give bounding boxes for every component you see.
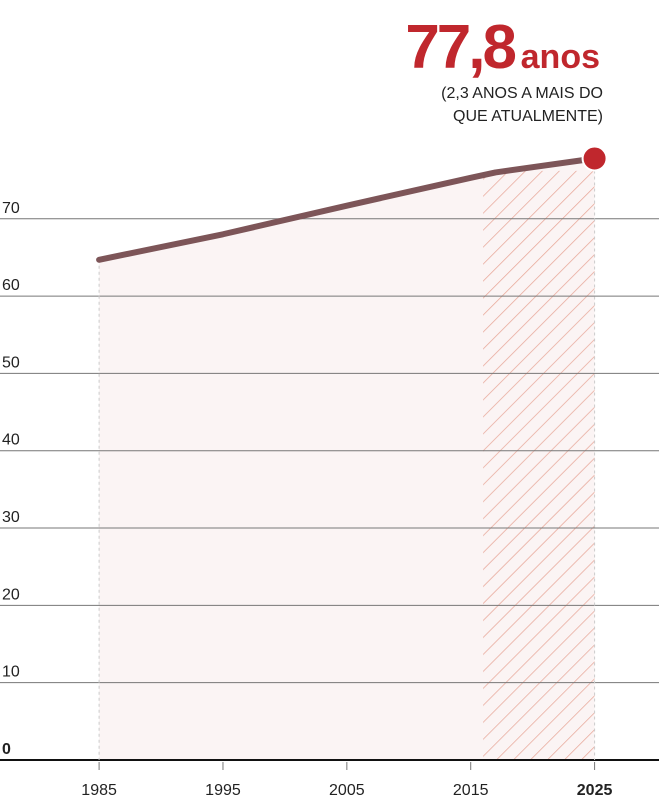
x-tick-label: 2025 xyxy=(577,782,613,799)
annotation: QUE ATUALMENTE) xyxy=(453,108,603,125)
plot-back xyxy=(99,158,595,761)
x-tick-label: 1985 xyxy=(81,782,117,799)
x-tick-label: 2015 xyxy=(453,782,489,799)
y-tick-label: 20 xyxy=(2,586,20,603)
y-tick-label: 60 xyxy=(2,277,20,294)
headline-value: 77,8 xyxy=(405,13,515,82)
data xyxy=(96,145,608,263)
annotation: (2,3 ANOS A MAIS DO xyxy=(441,85,603,102)
y-tick-label: 10 xyxy=(2,664,20,681)
end-marker xyxy=(581,145,608,172)
line xyxy=(96,155,598,263)
area-fill xyxy=(99,158,595,761)
x-tick-label: 2005 xyxy=(329,782,365,799)
y-tick-label: 50 xyxy=(2,354,20,371)
grid: 0 10 20 30 40 50 60 70 1985 1995 2005 2015 2025 xyxy=(0,158,659,799)
y-tick-label: 40 xyxy=(2,432,20,449)
y-tick-label: 70 xyxy=(2,200,20,217)
y-tick-label: 0 xyxy=(2,741,11,758)
headline-unit: anos xyxy=(521,38,600,76)
x-tick-label: 1995 xyxy=(205,782,241,799)
y-tick-label: 30 xyxy=(2,509,20,526)
projection-hatch xyxy=(483,170,595,761)
